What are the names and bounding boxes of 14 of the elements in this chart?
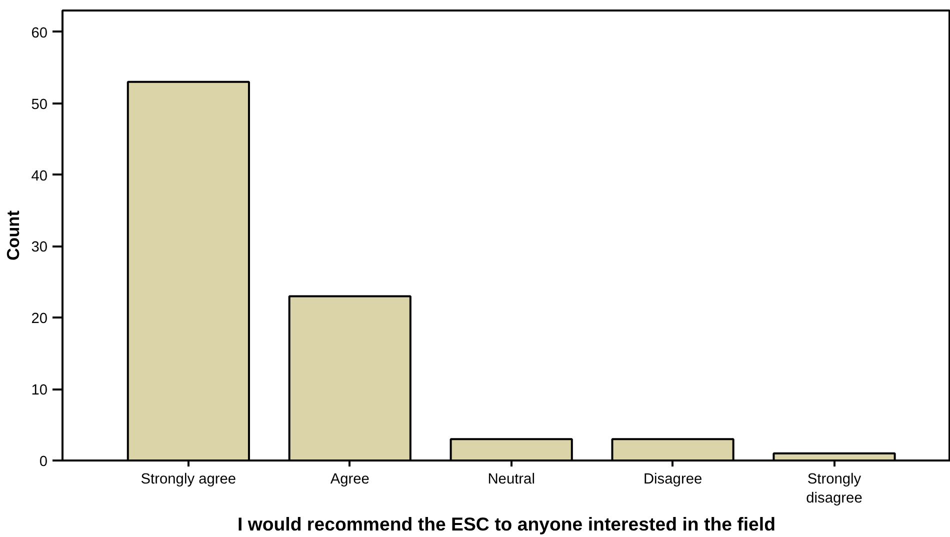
x-tick-label: Neutral [488, 472, 535, 488]
y-tick-label: 10 [31, 382, 48, 399]
y-axis-title: Count [3, 210, 24, 261]
y-tick-label: 50 [31, 96, 48, 113]
x-tick-label: Strongly agree [140, 472, 236, 488]
y-tick-label: 20 [31, 311, 48, 328]
x-tick-label: Strongly disagree [806, 472, 862, 507]
y-tick-label: 0 [39, 454, 48, 470]
y-tick-label: 40 [31, 168, 48, 184]
x-tick-label: Disagree [643, 472, 702, 488]
x-axis-title: I would recommend the ESC to anyone interested in the field [238, 514, 776, 535]
y-tick-label: 30 [31, 240, 48, 256]
x-tick-label: Agree [330, 472, 370, 488]
y-tick-label: 60 [31, 25, 48, 42]
